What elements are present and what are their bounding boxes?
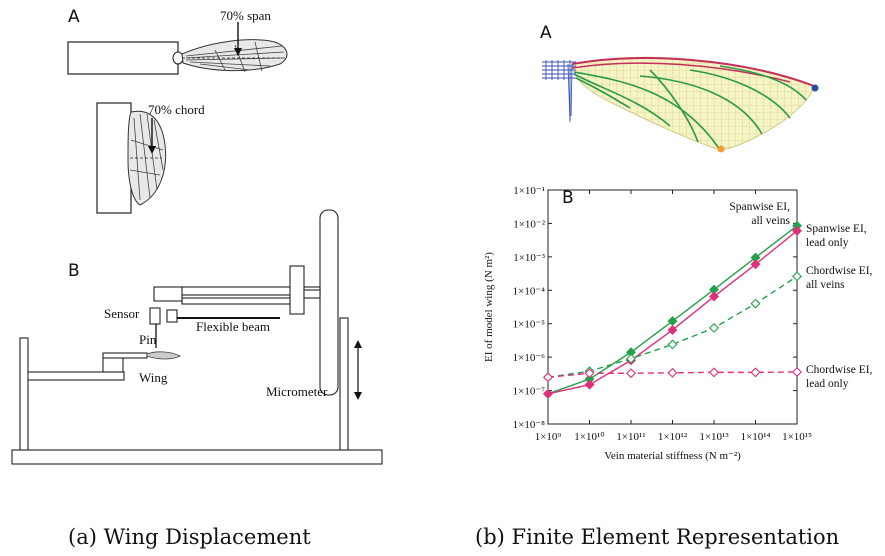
- chord-wing-drawing: [127, 110, 167, 206]
- data-point-series-2: [709, 322, 719, 333]
- data-point-series-2: [626, 353, 636, 364]
- x-tick-label: 1×10¹⁵: [782, 431, 812, 443]
- apparatus-drawing: [11, 209, 383, 465]
- data-point-series-3: [667, 367, 678, 378]
- series-annotation-3-line1: Chordwise EI,: [806, 364, 873, 376]
- data-point-series-3: [584, 368, 595, 379]
- left-figure: A 70% span 70% chord B: [11, 7, 383, 549]
- sensor-label: Sensor: [104, 306, 140, 321]
- micrometer-arrow-up: [354, 340, 362, 348]
- chord-clamp-block: [96, 102, 132, 214]
- x-tick-label: 1×10¹⁴: [741, 431, 771, 443]
- y-tick-label: 1×10⁻³: [513, 252, 546, 264]
- y-tick-label: 1×10⁻⁴: [513, 285, 546, 297]
- span-clamp-block: [67, 41, 179, 75]
- data-point-series-2: [750, 298, 761, 309]
- pin-label: Pin: [139, 332, 157, 347]
- y-tick-label: 1×10⁻¹: [513, 185, 545, 197]
- data-point-series-1: [792, 225, 802, 236]
- x-tick-label: 1×10¹⁰: [574, 431, 605, 443]
- data-point-series-2: [667, 339, 678, 350]
- y-tick-label: 1×10⁻²: [513, 218, 546, 230]
- series-annotation-3-line2: lead only: [806, 378, 849, 390]
- span-arrow-head: [234, 48, 242, 56]
- right-panel-b-label: B: [562, 188, 574, 208]
- data-point-series-3: [626, 368, 636, 379]
- fe-wing-mesh: [542, 56, 819, 153]
- series-annotation-1-line1: Spanwise EI,: [806, 223, 867, 235]
- span-label: 70% span: [220, 8, 271, 23]
- series-annotation-0-line1: Spanwise EI,: [729, 201, 790, 213]
- y-axis-label: EI of model wing (N m²): [483, 252, 495, 362]
- series-annotation-0-line2: all veins: [751, 215, 790, 227]
- chord-label: 70% chord: [148, 102, 205, 117]
- data-point-series-1: [709, 291, 719, 302]
- wing-label: Wing: [139, 370, 168, 385]
- data-point-series-3: [792, 366, 802, 377]
- y-tick-label: 1×10⁻⁸: [513, 419, 546, 431]
- micrometer-label: Micrometer: [266, 384, 328, 399]
- left-panel-a-label: A: [68, 7, 80, 27]
- data-point-series-2: [792, 271, 802, 282]
- y-tick-label: 1×10⁻⁵: [513, 319, 546, 331]
- y-tick-label: 1×10⁻⁶: [513, 352, 546, 364]
- data-point-series-1: [584, 379, 595, 390]
- x-tick-label: 1×10¹¹: [616, 431, 645, 443]
- left-caption: (a) Wing Displacement: [68, 525, 311, 549]
- left-panel-b-label: B: [68, 261, 80, 281]
- data-point-series-3: [543, 372, 553, 383]
- series-annotation-2-line2: all veins: [806, 279, 845, 291]
- y-tick-label: 1×10⁻⁷: [513, 386, 546, 398]
- x-tick-label: 1×10⁹: [535, 431, 562, 443]
- beam-label: Flexible beam: [196, 319, 270, 334]
- data-point-series-1: [667, 324, 678, 335]
- x-axis-label: Vein material stiffness (N m⁻²): [604, 450, 741, 462]
- data-point-series-3: [709, 367, 719, 378]
- right-caption: (b) Finite Element Representation: [475, 525, 839, 549]
- series-annotation-1-line2: lead only: [806, 237, 849, 249]
- apparatus-wing: [146, 351, 181, 360]
- series-annotation-2-line1: Chordwise EI,: [806, 265, 873, 277]
- right-panel-a-label: A: [540, 23, 552, 43]
- x-tick-label: 1×10¹³: [699, 431, 729, 443]
- x-tick-label: 1×10¹²: [658, 431, 688, 443]
- data-point-series-1: [750, 259, 761, 270]
- right-figure: A: [475, 23, 873, 549]
- data-point-series-1: [543, 388, 553, 399]
- data-point-series-3: [750, 367, 761, 378]
- chord-arrow-head: [148, 146, 156, 154]
- ei-chart: 1×10⁻⁸ 1×10⁻⁷ 1×10⁻⁶ 1×10⁻⁵ 1×10⁻⁴ 1×10⁻³ 1×10…: [483, 185, 873, 462]
- span-wing-drawing: [181, 39, 288, 73]
- micrometer-arrow-down: [354, 392, 362, 400]
